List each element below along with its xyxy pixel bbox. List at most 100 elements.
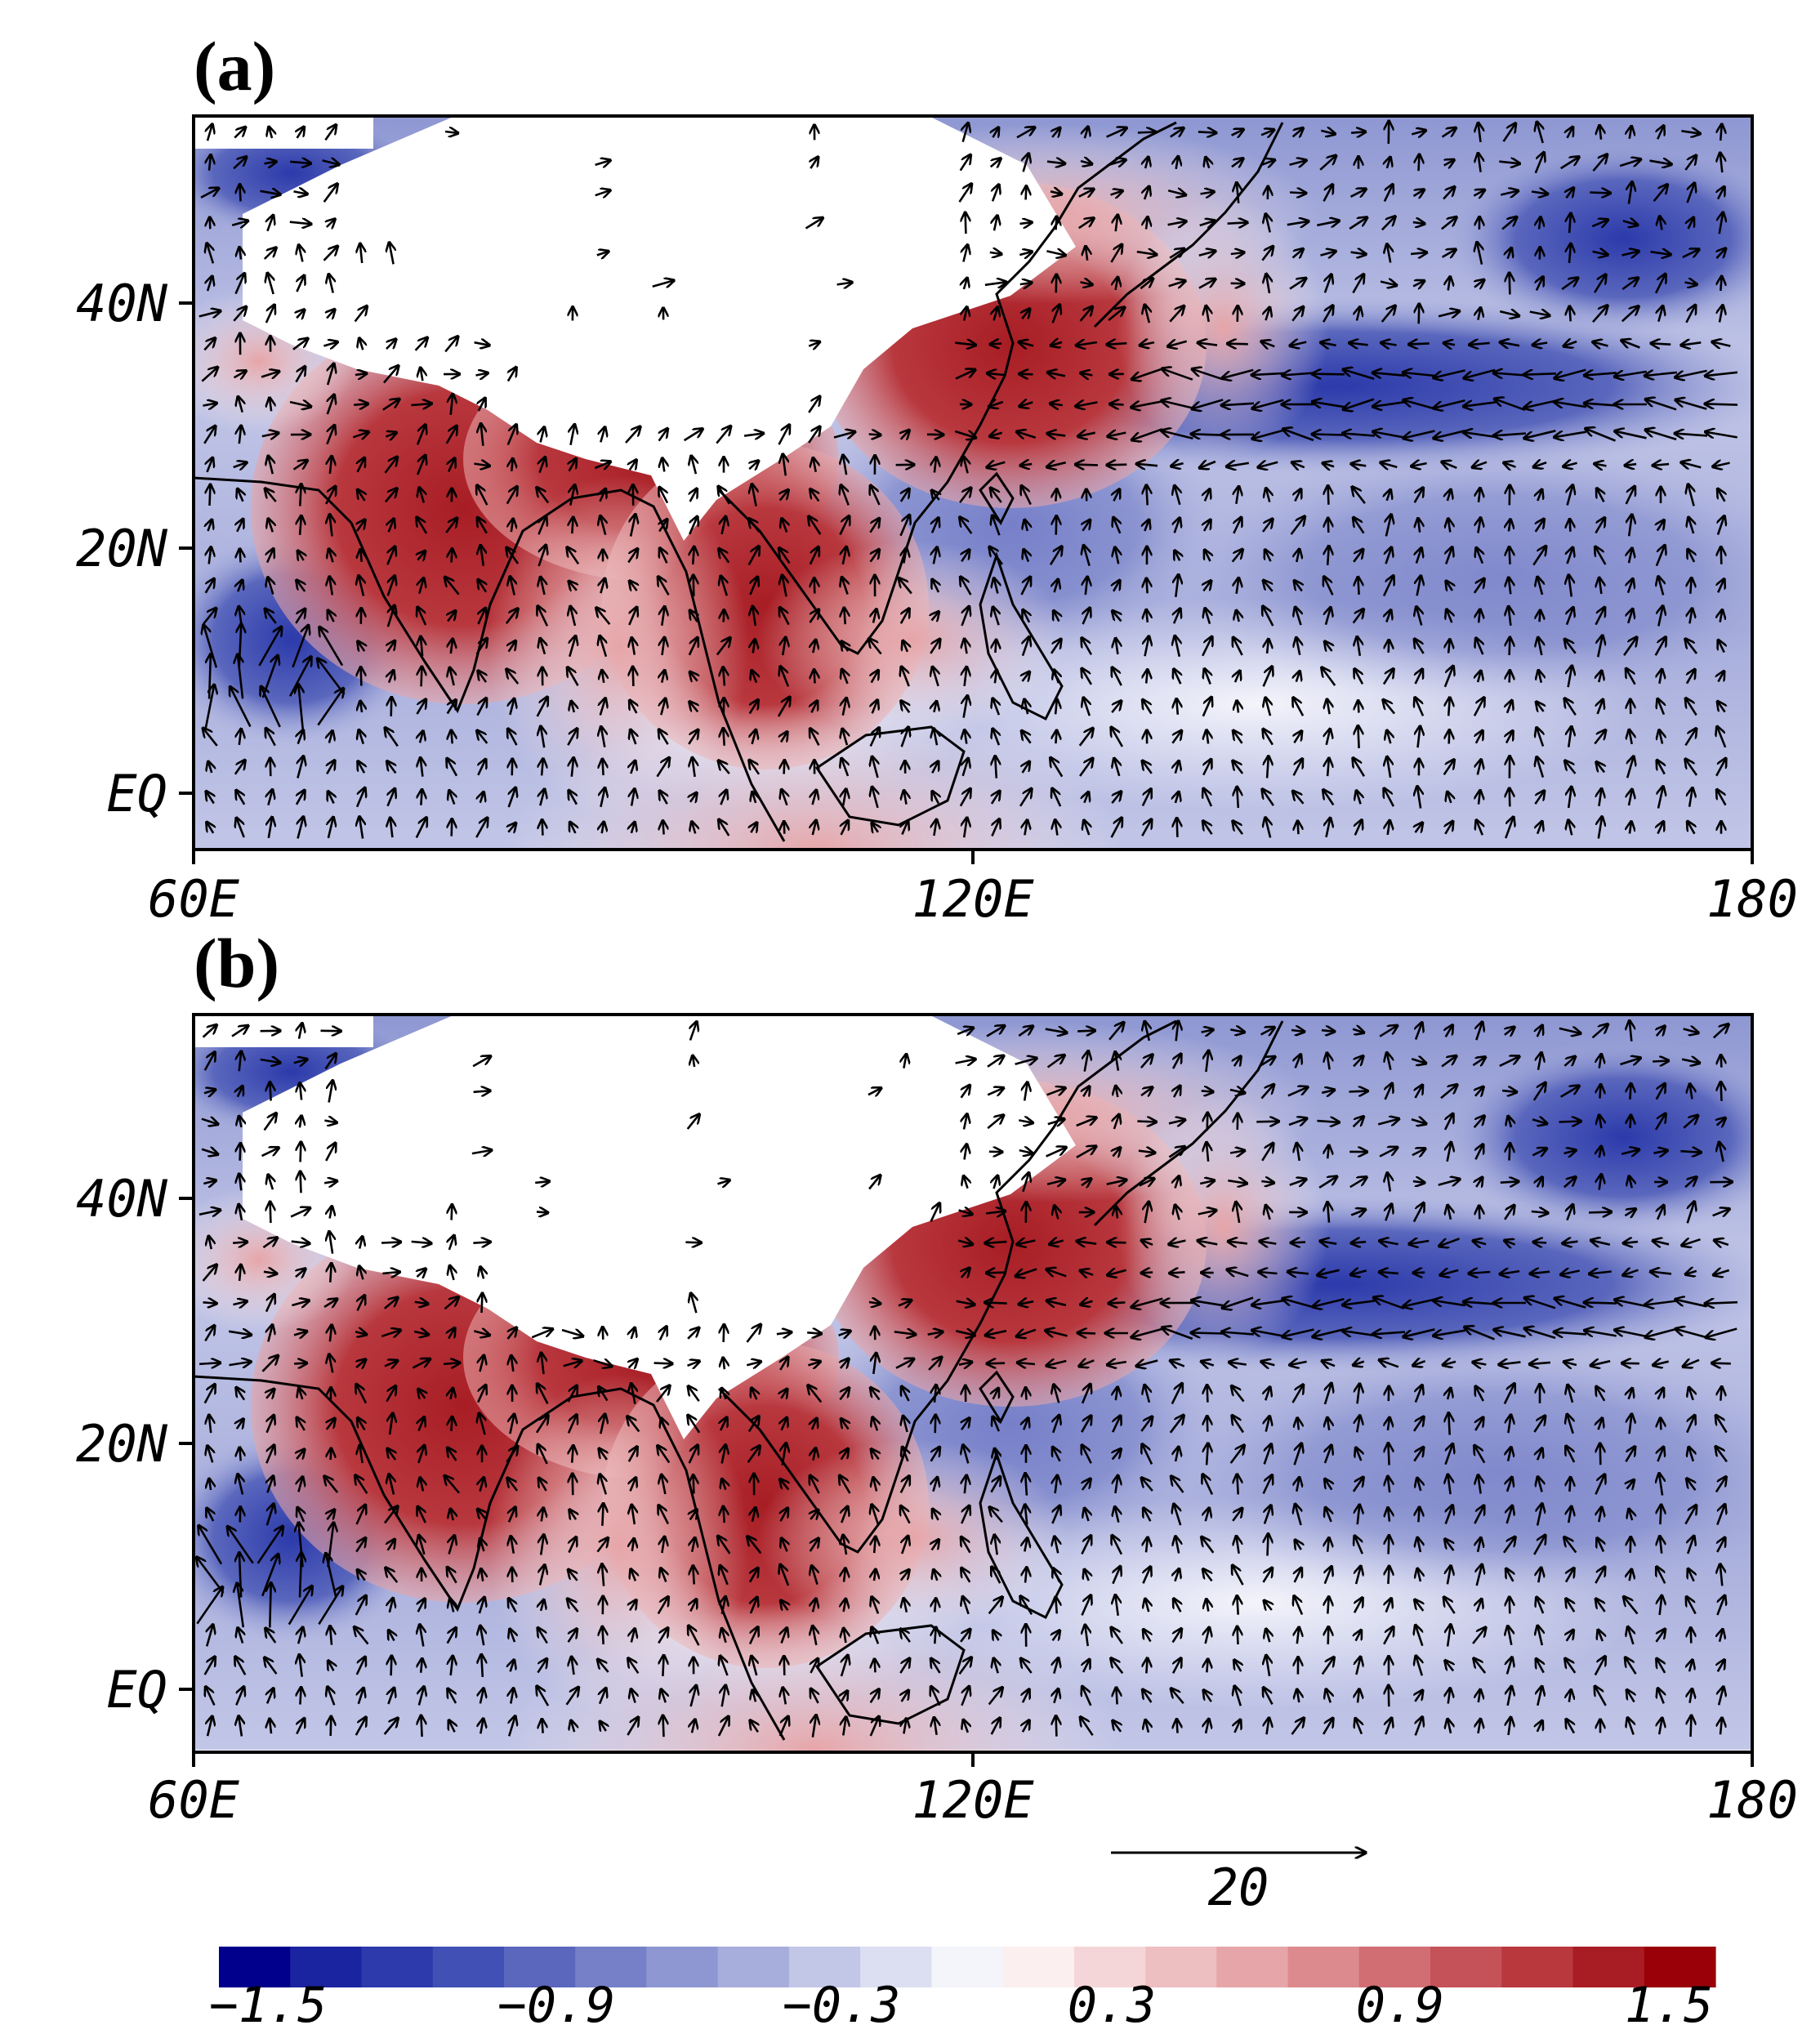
wind-vector: [233, 371, 247, 377]
wind-vector: [1464, 368, 1496, 378]
wind-vector: [1294, 581, 1302, 592]
wind-vector: [1660, 1505, 1661, 1525]
wind-vector: [1653, 464, 1670, 466]
wind-vector: [935, 1599, 936, 1613]
colorbar: −1.5 −0.9 −0.3 0.3 0.9 1.5: [209, 1947, 1716, 2034]
wind-vector: [1222, 368, 1254, 378]
wind-vector: [1205, 489, 1210, 502]
wind-vector: [319, 627, 344, 667]
wind-vector: [292, 338, 308, 350]
wind-vector: [1086, 246, 1087, 261]
wind-vector: [1686, 183, 1695, 203]
wind-vector: [354, 306, 368, 323]
wind-vector: [1651, 343, 1671, 344]
wind-vector: [1403, 400, 1435, 410]
wind-vector: [1199, 221, 1216, 225]
wind-vector: [1650, 252, 1671, 255]
wind-vector: [959, 488, 971, 503]
wind-vector: [1649, 161, 1672, 165]
wind-vector: [962, 606, 970, 627]
wind-vector: [240, 549, 241, 563]
wind-vector: [1411, 131, 1425, 135]
wind-vector: [482, 1293, 483, 1314]
wind-vector: [1564, 341, 1577, 346]
wind-vector: [1660, 216, 1662, 230]
wind-vector: [330, 515, 332, 537]
wind-vector: [297, 310, 305, 318]
wind-vector: [201, 367, 217, 382]
wind-vector: [1200, 192, 1215, 194]
wind-vector: [1441, 249, 1456, 257]
colorbar-swatch: [931, 1947, 1004, 1987]
wind-vector: [1291, 128, 1304, 137]
wind-vector: [1350, 252, 1367, 255]
wind-vector: [541, 577, 545, 596]
wind-vector: [1086, 577, 1087, 596]
wind-vector: [572, 517, 573, 534]
wind-vector: [1079, 306, 1093, 322]
wind-vector: [814, 578, 815, 594]
wind-vector: [903, 640, 908, 653]
wind-vector: [808, 396, 820, 413]
wind-vector: [987, 373, 1005, 375]
wind-vector: [1056, 515, 1057, 535]
wind-vector: [1448, 277, 1451, 291]
wind-vector: [1056, 274, 1057, 293]
reference-vector-label: 20: [1208, 1858, 1269, 1917]
wind-vector: [479, 398, 485, 412]
wind-vector: [955, 369, 975, 380]
wind-vector: [1537, 122, 1542, 144]
wind-vector: [327, 219, 335, 227]
wind-vector: [1192, 369, 1224, 381]
wind-vector: [1595, 546, 1607, 565]
wind-vector: [1381, 306, 1396, 323]
wind-vector: [328, 395, 334, 415]
wind-vector: [778, 425, 790, 445]
wind-vector: [1145, 157, 1149, 169]
wind-vector: [1085, 127, 1088, 139]
wind-vector: [1682, 249, 1699, 259]
wind-vector: [1317, 1121, 1339, 1122]
wind-vector: [844, 608, 845, 625]
wind-vector: [1024, 154, 1029, 172]
wind-vector: [1705, 372, 1738, 376]
wind-vector: [1198, 279, 1216, 289]
wind-vector: [1380, 282, 1397, 286]
wind-vector: [357, 520, 365, 532]
wind-vector: [388, 576, 395, 596]
wind-vector: [596, 608, 611, 626]
wind-vector: [1592, 306, 1608, 323]
wind-vector: [932, 612, 939, 621]
wind-vector: [1379, 1272, 1398, 1274]
wind-vector: [935, 1415, 936, 1434]
wind-vector: [693, 546, 694, 565]
wind-vector: [1251, 373, 1285, 375]
wind-vector: [1046, 462, 1067, 467]
wind-vector: [207, 276, 212, 292]
wind-vector: [1658, 606, 1662, 627]
wind-vector: [986, 1273, 1006, 1274]
wind-vector: [444, 132, 458, 133]
wind-vector: [1595, 464, 1607, 466]
wind-vector: [931, 490, 939, 500]
wind-vector: [663, 1715, 664, 1737]
wind-vector: [1412, 190, 1424, 196]
wind-vector: [1198, 342, 1218, 345]
wind-vector: [780, 489, 788, 502]
wind-vector: [1024, 520, 1028, 532]
wind-vector: [600, 427, 604, 443]
wind-vector: [1146, 1658, 1147, 1674]
wind-vector: [1584, 372, 1617, 375]
wind-vector: [1075, 465, 1098, 466]
wind-vector: [1644, 372, 1678, 376]
wind-vector: [1630, 126, 1632, 140]
wind-vector: [569, 636, 575, 658]
wind-vector: [1353, 549, 1363, 563]
wind-vector: [1387, 157, 1390, 169]
wind-vector: [1412, 222, 1425, 224]
wind-vector: [481, 1654, 483, 1677]
wind-vector: [233, 306, 246, 322]
wind-vector: [265, 609, 277, 624]
wind-vector: [1443, 343, 1456, 345]
y-tick-label: 20N: [76, 519, 168, 578]
